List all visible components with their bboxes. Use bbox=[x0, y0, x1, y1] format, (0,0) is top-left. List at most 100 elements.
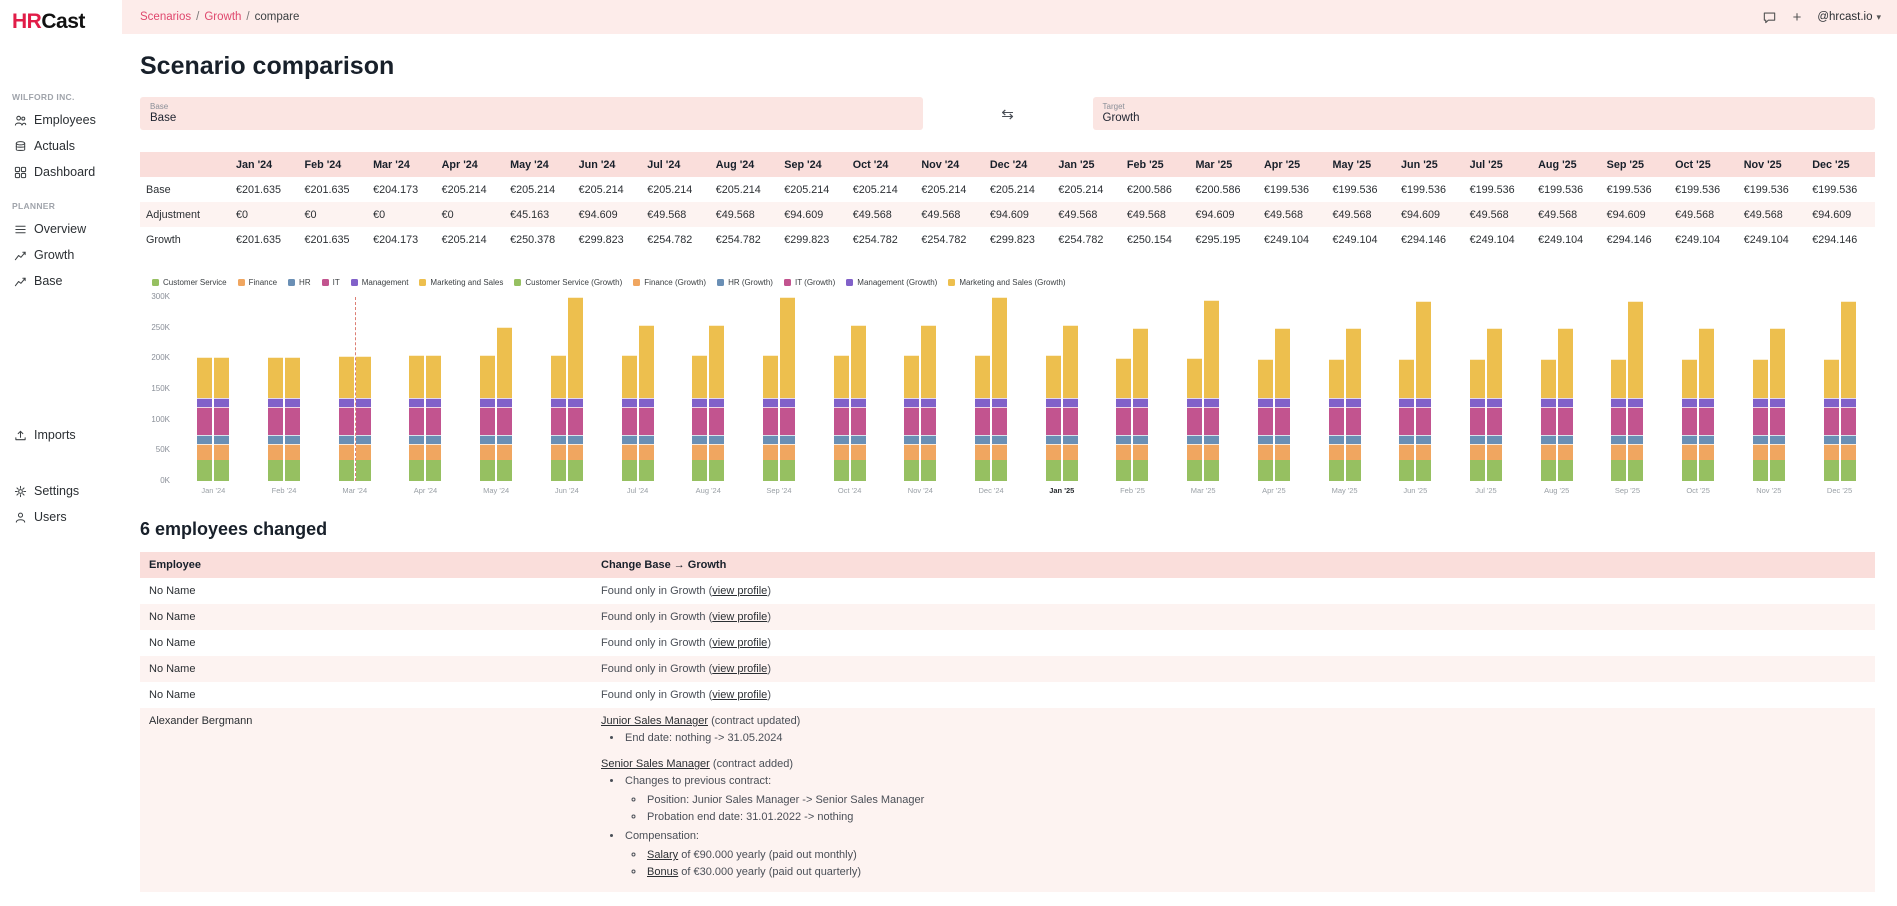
add-button[interactable]: + bbox=[1792, 8, 1802, 26]
bar-segment bbox=[1823, 459, 1839, 481]
bar-segment bbox=[1187, 407, 1203, 436]
chat-icon[interactable] bbox=[1762, 10, 1777, 25]
base-scenario-select[interactable]: Base Base bbox=[140, 97, 923, 130]
bar-segment bbox=[1416, 444, 1432, 460]
change-sublist: Position: Junior Sales Manager -> Senior… bbox=[645, 792, 1866, 826]
change-cell: Found only in Growth (view profile) bbox=[601, 637, 771, 649]
bar-segment bbox=[1540, 398, 1556, 408]
swap-scenarios-icon[interactable]: ⇆ bbox=[1001, 105, 1014, 123]
sidebar-item-growth[interactable]: Growth bbox=[12, 242, 116, 268]
bar-segment bbox=[550, 459, 566, 481]
sidebar-item-overview[interactable]: Overview bbox=[12, 216, 116, 242]
month-header: Apr '24 bbox=[435, 152, 505, 177]
bar-growth bbox=[779, 297, 795, 481]
app-logo[interactable]: HRCast bbox=[12, 10, 116, 34]
value-cell: €254.782 bbox=[647, 233, 693, 246]
bar-segment bbox=[550, 355, 566, 399]
legend-item[interactable]: Finance (Growth) bbox=[633, 278, 706, 287]
compensation-link[interactable]: Salary bbox=[647, 849, 679, 862]
account-menu[interactable]: @hrcast.io ▾ bbox=[1817, 11, 1881, 23]
value-cell: €49.568 bbox=[1332, 208, 1372, 221]
value-cell: €249.104 bbox=[1263, 233, 1310, 246]
compensation-link[interactable]: Bonus bbox=[647, 866, 679, 879]
bar-group: Apr '24 bbox=[390, 297, 461, 495]
legend-label: IT bbox=[332, 278, 340, 287]
legend-item[interactable]: IT bbox=[321, 278, 340, 287]
sidebar-item-users[interactable]: Users bbox=[12, 504, 116, 530]
value-cell: €295.195 bbox=[1195, 233, 1241, 246]
bar-segment bbox=[426, 444, 442, 460]
x-axis-label: Dec '24 bbox=[978, 486, 1004, 495]
legend-swatch bbox=[717, 279, 725, 286]
view-profile-link[interactable]: view profile bbox=[712, 663, 768, 675]
bar-segment bbox=[338, 435, 354, 445]
legend-item[interactable]: Customer Service (Growth) bbox=[514, 278, 622, 287]
bar-group: Mar '25 bbox=[1168, 297, 1239, 495]
column-header: Change Base → Growth bbox=[592, 552, 1875, 578]
bar-segment bbox=[1257, 444, 1273, 460]
sidebar-item-dashboard[interactable]: Dashboard bbox=[12, 159, 116, 185]
month-header: Aug '24 bbox=[709, 152, 779, 177]
bar-segment bbox=[1399, 398, 1415, 408]
legend-swatch bbox=[321, 279, 329, 286]
sidebar-item-imports[interactable]: Imports bbox=[12, 422, 116, 448]
sidebar-item-label: Growth bbox=[34, 248, 75, 262]
employee-name-cell: No Name bbox=[149, 663, 196, 675]
view-profile-link[interactable]: view profile bbox=[712, 637, 768, 649]
sidebar-item-settings[interactable]: Settings bbox=[12, 478, 116, 504]
bar-segment bbox=[762, 398, 778, 408]
bar-segment bbox=[779, 459, 795, 481]
bar-growth bbox=[1628, 300, 1644, 481]
value-cell: €199.536 bbox=[1538, 183, 1584, 196]
bar-segment bbox=[992, 435, 1008, 445]
bar-segment bbox=[1045, 435, 1061, 445]
legend-item[interactable]: Management (Growth) bbox=[846, 278, 937, 287]
bar-group: Nov '24 bbox=[885, 297, 956, 495]
legend-item[interactable]: Marketing and Sales bbox=[419, 278, 503, 287]
x-axis-label: Dec '25 bbox=[1826, 486, 1853, 495]
legend-item[interactable]: Marketing and Sales (Growth) bbox=[948, 278, 1066, 287]
bar-pair bbox=[268, 297, 301, 481]
bar-growth bbox=[1204, 300, 1220, 481]
x-axis-label: Jan '24 bbox=[201, 486, 226, 495]
value-cell: €45.163 bbox=[510, 208, 550, 221]
breadcrumb-item[interactable]: Scenarios bbox=[140, 11, 192, 23]
bar-segment bbox=[1470, 358, 1485, 399]
coins-icon bbox=[14, 140, 27, 153]
breadcrumb-item[interactable]: Growth bbox=[204, 11, 242, 23]
bar-group: Jan '24 bbox=[178, 297, 249, 495]
view-profile-link[interactable]: view profile bbox=[712, 585, 768, 597]
bar-segment bbox=[692, 459, 708, 481]
legend-item[interactable]: IT (Growth) bbox=[783, 278, 835, 287]
bar-segment bbox=[409, 407, 425, 436]
legend-item[interactable]: Customer Service bbox=[152, 278, 227, 287]
sidebar-item-employees[interactable]: Employees bbox=[12, 107, 116, 133]
bar-base bbox=[1540, 358, 1556, 481]
bar-group: Aug '25 bbox=[1521, 297, 1592, 495]
bar-segment bbox=[762, 407, 778, 436]
bar-segment bbox=[1470, 407, 1485, 436]
x-axis-label: Nov '24 bbox=[907, 486, 933, 495]
view-profile-link[interactable]: view profile bbox=[712, 611, 768, 623]
bar-base bbox=[409, 355, 425, 481]
month-header: Nov '24 bbox=[915, 152, 984, 177]
bar-segment bbox=[285, 407, 301, 436]
target-scenario-select[interactable]: Target Growth bbox=[1092, 97, 1875, 130]
contract-link[interactable]: Senior Sales Manager bbox=[601, 758, 710, 771]
sidebar: HRCast WILFORD INC. Employees Actuals Dash… bbox=[0, 0, 122, 906]
bar-segment bbox=[1045, 444, 1061, 460]
view-profile-link[interactable]: view profile bbox=[712, 689, 768, 701]
bar-segment bbox=[850, 324, 866, 399]
x-axis-label: Apr '25 bbox=[1262, 486, 1286, 495]
bar-segment bbox=[1328, 358, 1344, 399]
legend-item[interactable]: HR bbox=[288, 278, 311, 287]
legend-item[interactable]: Management bbox=[350, 278, 408, 287]
bar-segment bbox=[1752, 398, 1768, 408]
contract-link[interactable]: Junior Sales Manager bbox=[601, 715, 709, 727]
sidebar-item-actuals[interactable]: Actuals bbox=[12, 133, 116, 159]
sidebar-item-base[interactable]: Base bbox=[12, 268, 116, 294]
legend-item[interactable]: Finance bbox=[237, 278, 277, 287]
bar-segment bbox=[1611, 444, 1627, 460]
legend-item[interactable]: HR (Growth) bbox=[717, 278, 773, 287]
value-cell: €205.214 bbox=[1058, 183, 1104, 196]
